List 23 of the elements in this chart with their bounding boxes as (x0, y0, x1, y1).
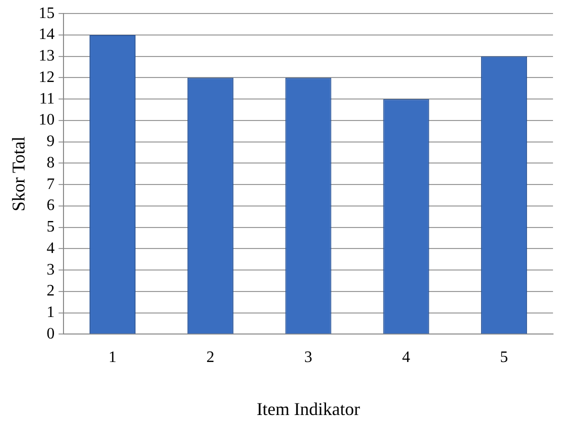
y-tick-label: 7 (46, 176, 55, 193)
y-tick-label: 0 (46, 325, 55, 342)
y-tick-label: 9 (46, 133, 55, 150)
y-tick-label: 6 (46, 197, 55, 214)
x-tick-label: 5 (500, 349, 508, 366)
y-tick-label: 2 (46, 282, 55, 300)
x-tick-label: 3 (304, 349, 312, 366)
y-tick-label: 11 (39, 90, 55, 108)
x-tick-label: 4 (402, 349, 410, 366)
x-tick-label: 1 (108, 349, 117, 366)
y-tick-label: 3 (46, 261, 55, 278)
y-tick-label: 1 (46, 304, 55, 322)
y-tick-label: 12 (38, 68, 55, 86)
y-tick-label: 10 (38, 112, 55, 129)
y-tick-label: 14 (38, 26, 55, 44)
x-axis-title: Item Indikator (256, 398, 360, 419)
y-tick-label: 8 (46, 154, 55, 172)
y-tick-label: 13 (38, 48, 55, 65)
y-tick-label: 5 (46, 218, 55, 236)
y-tick-label: 15 (38, 4, 55, 22)
x-tick-label: 2 (206, 349, 214, 366)
y-axis-title: Skor Total (8, 136, 29, 212)
y-tick-label: 4 (46, 240, 55, 257)
